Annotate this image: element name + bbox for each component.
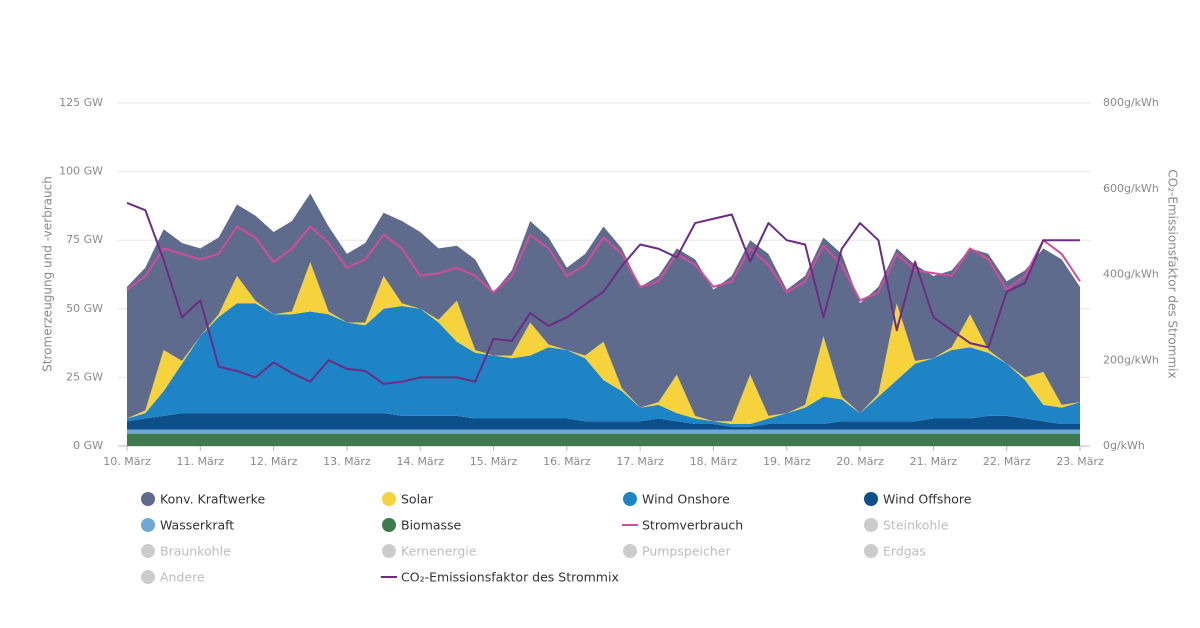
x-tick-label: 19. März	[763, 455, 811, 468]
x-tick-label: 14. März	[396, 455, 444, 468]
legend-dot	[864, 492, 878, 506]
x-tick-label: 23. März	[1056, 455, 1104, 468]
y-tick-label: 125 GW	[59, 96, 103, 109]
legend-label: Biomasse	[401, 518, 462, 533]
x-tick-label: 21. März	[910, 455, 958, 468]
area	[127, 193, 1080, 422]
legend-label: Solar	[401, 492, 434, 507]
legend-label: Steinkohle	[883, 518, 949, 533]
y-tick-label: 25 GW	[66, 370, 103, 383]
x-tick-label: 20. März	[836, 455, 884, 468]
legend-dot	[864, 518, 878, 532]
legend-dot	[382, 492, 396, 506]
legend-dot	[141, 570, 155, 584]
area	[127, 413, 1080, 430]
y2-tick-label: 600g/kWh	[1103, 182, 1159, 195]
legend-dot	[382, 518, 396, 532]
legend-label: Stromverbrauch	[642, 518, 743, 533]
y2-tick-label: 400g/kWh	[1103, 268, 1159, 281]
y2-tick-label: 800g/kWh	[1103, 96, 1159, 109]
line	[126, 225, 1081, 302]
legend-dot	[141, 518, 155, 532]
legend-label: Andere	[160, 570, 205, 585]
y-axis-label: Stromerzeugung und -verbrauch	[41, 176, 55, 372]
y-tick-label: 0 GW	[73, 439, 103, 452]
legend-dot	[382, 544, 396, 558]
area	[127, 303, 1080, 427]
x-tick-label: 16. März	[543, 455, 591, 468]
legend-label: Braunkohle	[160, 544, 231, 559]
y2-tick-label: 0g/kWh	[1103, 439, 1145, 452]
legend-dot	[141, 492, 155, 506]
legend-label: Wind Onshore	[642, 492, 730, 507]
line	[126, 201, 1080, 385]
legend-dot	[864, 544, 878, 558]
x-tick-label: 18. März	[690, 455, 738, 468]
legend-label: Kernenergie	[401, 544, 477, 559]
legend-dot	[623, 492, 637, 506]
area	[127, 429, 1080, 434]
x-tick-label: 15. März	[470, 455, 518, 468]
x-tick-label: 22. März	[983, 455, 1031, 468]
y2-tick-label: 200g/kWh	[1103, 353, 1159, 366]
legend-label: Pumpspeicher	[642, 544, 731, 559]
x-tick-label: 17. März	[616, 455, 664, 468]
legend-dot	[141, 544, 155, 558]
x-tick-label: 11. März	[177, 455, 225, 468]
legend-label: CO₂-Emissionsfaktor des Strommix	[401, 570, 619, 585]
legend-dot	[623, 544, 637, 558]
x-tick-label: 10. März	[103, 455, 151, 468]
legend-label: Erdgas	[883, 544, 926, 559]
legend-label: Konv. Kraftwerke	[160, 492, 265, 507]
legend-label: Wind Offshore	[883, 492, 972, 507]
x-tick-label: 13. März	[323, 455, 371, 468]
area	[127, 433, 1080, 446]
legend-label: Wasserkraft	[160, 518, 234, 533]
y-tick-label: 50 GW	[66, 302, 103, 315]
x-tick-label: 12. März	[250, 455, 298, 468]
y-tick-label: 75 GW	[66, 233, 103, 246]
y2-axis-label: CO₂-Emissionsfaktor des Strommix	[1166, 169, 1180, 378]
area	[127, 262, 1080, 425]
y-tick-label: 100 GW	[59, 165, 103, 178]
